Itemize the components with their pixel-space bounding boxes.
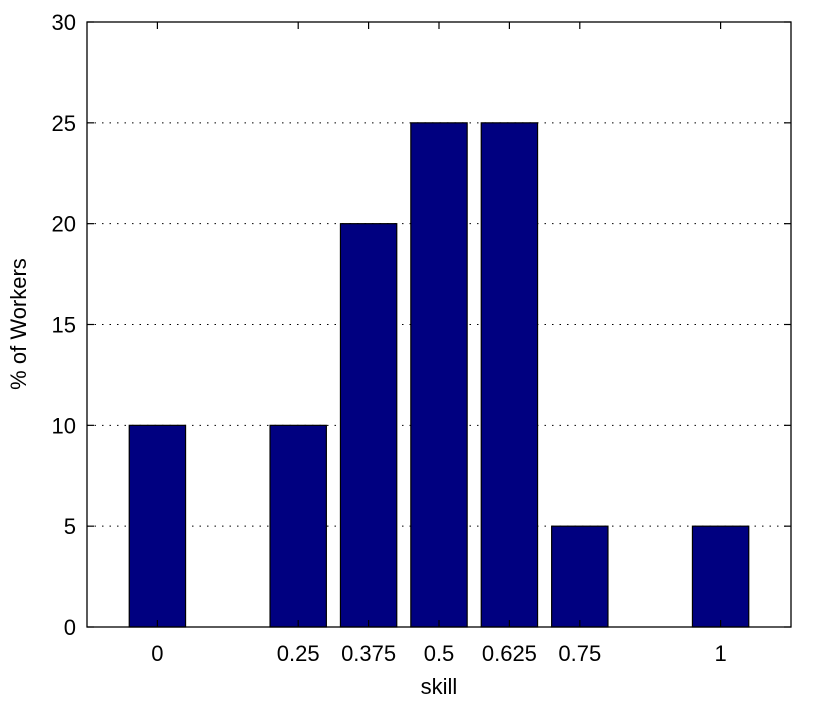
- axis-ticks: [87, 21, 791, 628]
- y-tick-labels: 0 5 10 15 20 25 30: [52, 10, 76, 640]
- y-axis-label: % of Workers: [6, 258, 31, 390]
- x-tick-label: 0.375: [341, 641, 396, 666]
- bars: [128, 122, 750, 628]
- y-tick-label: 20: [52, 212, 76, 237]
- x-tick-label: 1: [714, 641, 726, 666]
- bar: [128, 424, 187, 628]
- x-tick-label: 0.75: [558, 641, 601, 666]
- y-tick-label: 25: [52, 111, 76, 136]
- x-tick-labels: 0 0.25 0.375 0.5 0.625 0.75 1: [151, 641, 726, 666]
- y-tick-label: 5: [64, 514, 76, 539]
- x-tick-label: 0: [151, 641, 163, 666]
- x-tick-label: 0.5: [424, 641, 455, 666]
- bar: [410, 122, 468, 628]
- x-tick-label: 0.25: [277, 641, 320, 666]
- x-axis-label: skill: [421, 674, 458, 699]
- bar: [339, 223, 398, 628]
- bar: [269, 424, 327, 628]
- bar: [551, 525, 609, 628]
- y-tick-label: 0: [64, 615, 76, 640]
- y-tick-label: 10: [52, 413, 76, 438]
- bar: [480, 122, 539, 628]
- bar: [691, 525, 750, 628]
- y-tick-label: 15: [52, 313, 76, 338]
- x-tick-label: 0.625: [482, 641, 537, 666]
- y-tick-label: 30: [52, 10, 76, 35]
